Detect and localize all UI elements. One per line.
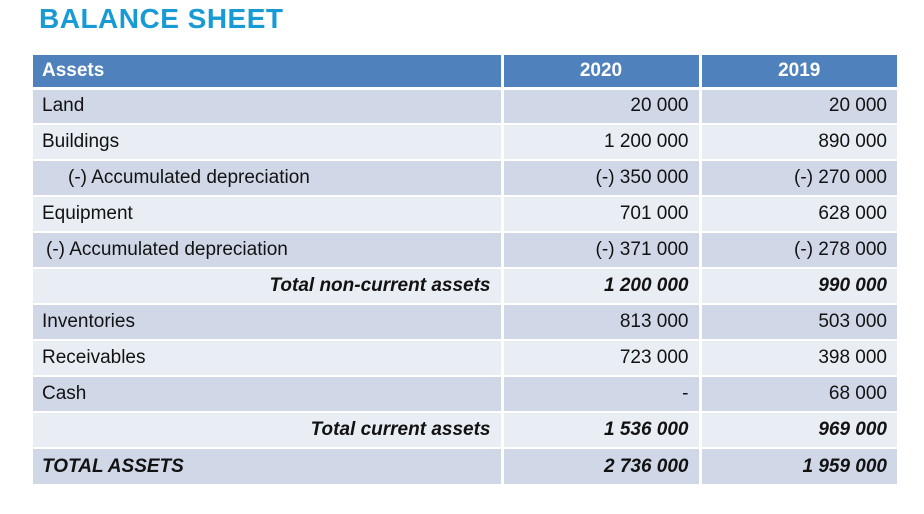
value-2020-cell: 813 000 [502, 303, 702, 340]
value-2019-cell: 969 000 [700, 411, 897, 448]
value-2020-cell: 1 536 000 [502, 411, 702, 448]
value-2020-cell: 701 000 [502, 195, 702, 232]
value-2020-cell: (-) 371 000 [502, 231, 702, 268]
value-2020-cell: 1 200 000 [502, 123, 702, 160]
table-header-row: Assets 2020 2019 [33, 55, 897, 90]
value-2019-cell: 890 000 [700, 123, 897, 160]
row-label-cell: Equipment [33, 195, 504, 232]
row-label-cell: TOTAL ASSETS [33, 447, 504, 484]
table-row: (-) Accumulated depreciation (-) 371 000(… [33, 231, 897, 268]
value-2019-cell: 628 000 [700, 195, 897, 232]
table-row: Buildings 1 200 000 890 000 [33, 123, 897, 160]
value-2019-cell: 990 000 [700, 267, 897, 304]
value-2020-cell: 2 736 000 [502, 447, 702, 484]
value-2019-cell: 398 000 [700, 339, 897, 376]
row-label-cell: Buildings [33, 123, 504, 160]
table-row: TOTAL ASSETS 2 736 000 1 959 000 [33, 447, 897, 484]
row-label-cell: Land [33, 88, 504, 124]
table-row: Total current assets 1 536 000 969 000 [33, 411, 897, 448]
table-row: Cash -68 000 [33, 375, 897, 412]
row-label-cell: Total non-current assets [33, 267, 504, 304]
table-body: Land 20 000 20 000 Buildings 1 200 000 890 00… [33, 88, 897, 484]
row-label-cell: Total current assets [33, 411, 504, 448]
value-2019-cell: (-) 278 000 [700, 231, 897, 268]
value-2020-cell: 20 000 [502, 88, 702, 124]
table-row: Equipment 701 000 628 000 [33, 195, 897, 232]
value-2019-cell: 503 000 [700, 303, 897, 340]
table-row: (-) Accumulated depreciation (-) 350 000(… [33, 159, 897, 196]
header-cell-assets: Assets [33, 55, 504, 90]
table-row: Inventories 813 000 503 000 [33, 303, 897, 340]
header-cell-2020: 2020 [502, 55, 702, 90]
balance-sheet-table: Assets 2020 2019 Land 20 000 20 000 Buildin… [33, 55, 897, 484]
value-2019-cell: 1 959 000 [700, 447, 897, 484]
table-row: Receivables 723 000 398 000 [33, 339, 897, 376]
table-row: Land 20 000 20 000 [33, 88, 897, 124]
value-2019-cell: 68 000 [700, 375, 897, 412]
row-label-cell: Receivables [33, 339, 504, 376]
table-row: Total non-current assets 1 200 000 990 000 [33, 267, 897, 304]
row-label-cell: (-) Accumulated depreciation [33, 159, 504, 196]
value-2019-cell: (-) 270 000 [700, 159, 897, 196]
row-label-cell: (-) Accumulated depreciation [33, 231, 504, 268]
header-cell-2019: 2019 [700, 55, 897, 90]
value-2020-cell: 723 000 [502, 339, 702, 376]
page-title: BALANCE SHEET [39, 3, 284, 34]
value-2019-cell: 20 000 [700, 88, 897, 124]
value-2020-cell: - [502, 375, 702, 412]
row-label-cell: Inventories [33, 303, 504, 340]
row-label-cell: Cash [33, 375, 504, 412]
value-2020-cell: (-) 350 000 [502, 159, 702, 196]
value-2020-cell: 1 200 000 [502, 267, 702, 304]
